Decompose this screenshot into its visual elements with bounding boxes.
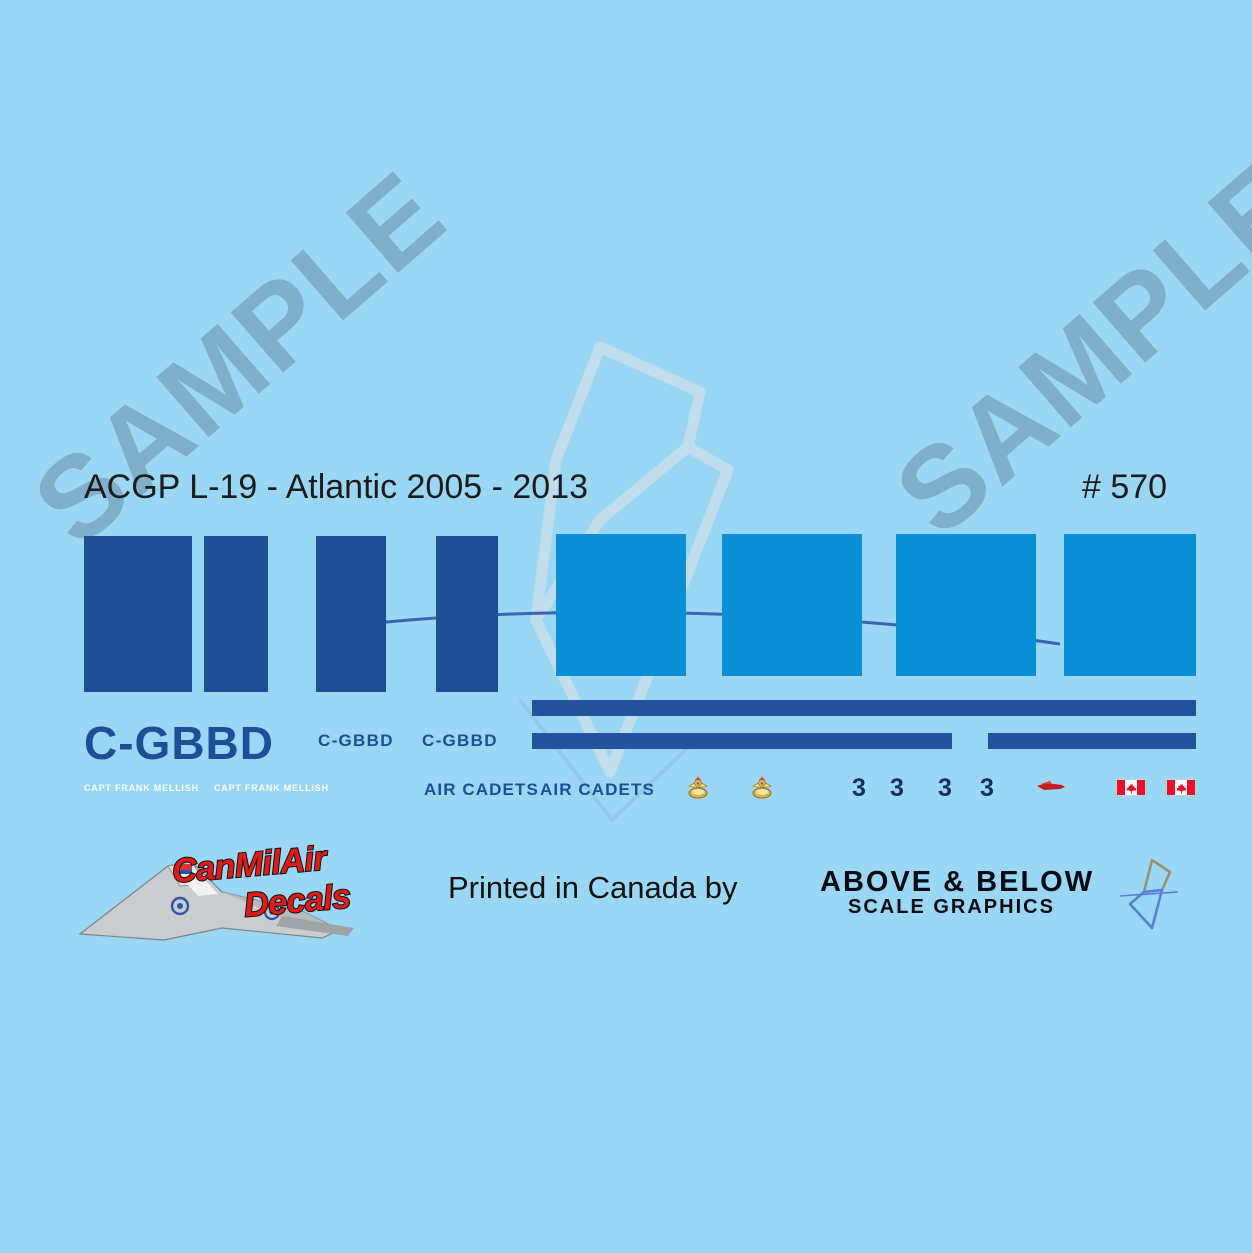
canmilair-logo: CanMilAir Decals bbox=[72, 838, 402, 950]
above-below-line2: SCALE GRAPHICS bbox=[848, 896, 1055, 918]
mid-panel-1 bbox=[556, 534, 686, 676]
dark-panel-4 bbox=[436, 536, 498, 692]
air-cadets-text-1: AIR CADETS bbox=[424, 780, 539, 799]
flag-bar-left bbox=[1117, 780, 1125, 795]
red-glider-icon bbox=[1037, 781, 1065, 790]
canada-flag-2 bbox=[1166, 779, 1196, 796]
above-below-kite-icon bbox=[1119, 858, 1179, 930]
avro-arrow-aircraft-icon bbox=[78, 861, 354, 941]
sample-watermark-right: SAMPLE bbox=[871, 136, 1252, 560]
stripe-upper bbox=[532, 700, 1196, 716]
registration-large: C-GBBD bbox=[84, 717, 274, 769]
stripe-lower-right bbox=[988, 733, 1196, 749]
mid-panel-2 bbox=[722, 534, 862, 676]
crew-name-2: CAPT FRANK MELLISH bbox=[214, 783, 329, 793]
above-below-line1: ABOVE & BELOW bbox=[820, 866, 1095, 898]
canada-flag-1 bbox=[1116, 779, 1146, 796]
flag-bar-left bbox=[1167, 780, 1175, 795]
air-cadets-text-2: AIR CADETS bbox=[540, 780, 655, 799]
crew-name-1: CAPT FRANK MELLISH bbox=[84, 783, 199, 793]
flag-bar-right bbox=[1137, 780, 1145, 795]
registration-small-1: C-GBBD bbox=[318, 731, 394, 750]
sheet-part-number: # 570 bbox=[1082, 468, 1168, 506]
stripe-lower-left bbox=[532, 733, 952, 749]
dark-panel-3 bbox=[316, 536, 386, 692]
mid-panel-3 bbox=[896, 534, 1036, 676]
printed-in-canada-text: Printed in Canada by bbox=[448, 870, 738, 905]
sheet-title: ACGP L-19 - Atlantic 2005 - 2013 bbox=[84, 468, 589, 506]
unit-number-1: 3 bbox=[852, 774, 866, 802]
maple-leaf-icon bbox=[1126, 782, 1137, 793]
dark-panel-2 bbox=[204, 536, 268, 692]
dark-panel-1 bbox=[84, 536, 192, 692]
air-cadet-crest-icon-1 bbox=[688, 776, 708, 799]
unit-number-2: 3 bbox=[890, 774, 904, 802]
unit-number-4: 3 bbox=[980, 774, 994, 802]
mid-panel-4 bbox=[1064, 534, 1196, 676]
unit-number-3: 3 bbox=[938, 774, 952, 802]
flag-bar-right bbox=[1187, 780, 1195, 795]
registration-small-2: C-GBBD bbox=[422, 731, 498, 750]
maple-leaf-icon bbox=[1176, 782, 1187, 793]
sample-watermark-left: SAMPLE bbox=[9, 146, 469, 570]
air-cadet-crest-icon-2 bbox=[752, 776, 772, 799]
